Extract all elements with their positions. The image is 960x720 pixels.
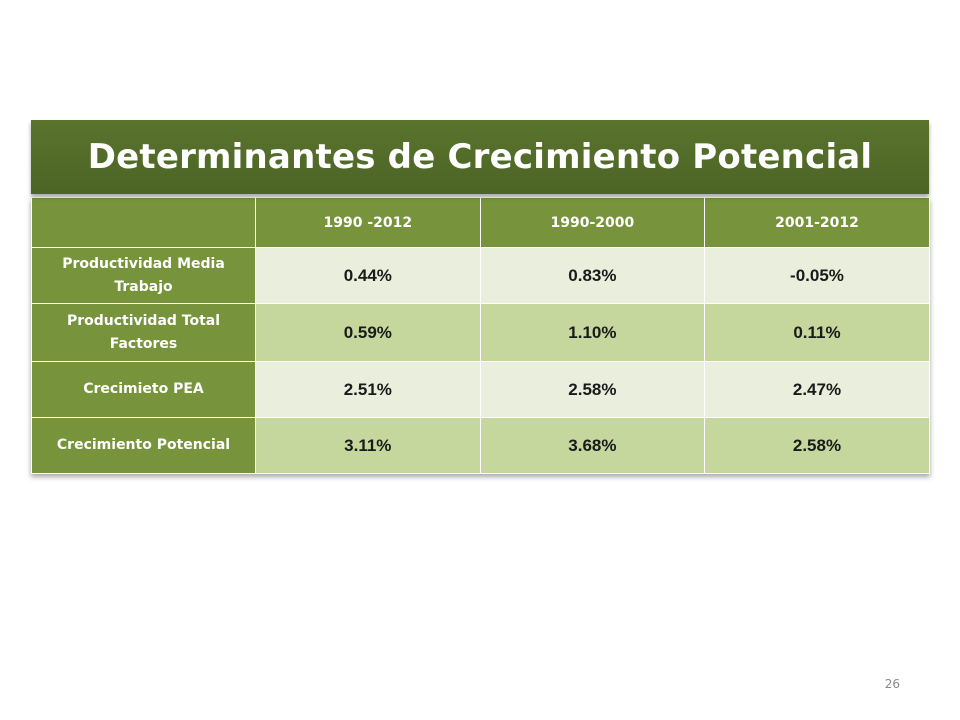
table-row: Crecimieto PEA 2.51% 2.58% 2.47% (31, 361, 930, 418)
table-row: Productividad Media Trabajo 0.44% 0.83% … (31, 247, 930, 304)
row-label: Crecimieto PEA (31, 361, 256, 418)
row-label: Crecimiento Potencial (31, 417, 256, 474)
row-label: Productividad Media Trabajo (31, 247, 256, 304)
table-cell: 2.51% (255, 361, 481, 418)
column-header-1990-2000: 1990-2000 (479, 197, 706, 248)
slide-title: Determinantes de Crecimiento Potencial (31, 120, 929, 194)
table-cell: 1.10% (479, 303, 706, 362)
slide-table-container: Determinantes de Crecimiento Potencial 1… (31, 120, 930, 474)
table-cell: 2.58% (479, 361, 706, 418)
table-header-row: 1990 -2012 1990-2000 2001-2012 (31, 197, 930, 248)
table-row: Productividad Total Factores 0.59% 1.10%… (31, 303, 930, 362)
column-header-empty (31, 197, 256, 248)
table-cell: 2.58% (704, 417, 930, 474)
page-number: 26 (884, 677, 900, 691)
table-cell: -0.05% (704, 247, 930, 304)
column-header-1990-2012: 1990 -2012 (255, 197, 481, 248)
column-header-2001-2012: 2001-2012 (704, 197, 930, 248)
table-row: Crecimiento Potencial 3.11% 3.68% 2.58% (31, 417, 930, 474)
growth-determinants-table: 1990 -2012 1990-2000 2001-2012 Productiv… (31, 197, 930, 474)
table-cell: 0.11% (704, 303, 930, 362)
table-cell: 3.68% (479, 417, 706, 474)
table-cell: 2.47% (704, 361, 930, 418)
table-cell: 0.44% (255, 247, 481, 304)
table-cell: 0.83% (479, 247, 706, 304)
row-label: Productividad Total Factores (31, 303, 256, 362)
table-cell: 3.11% (255, 417, 481, 474)
table-cell: 0.59% (255, 303, 481, 362)
